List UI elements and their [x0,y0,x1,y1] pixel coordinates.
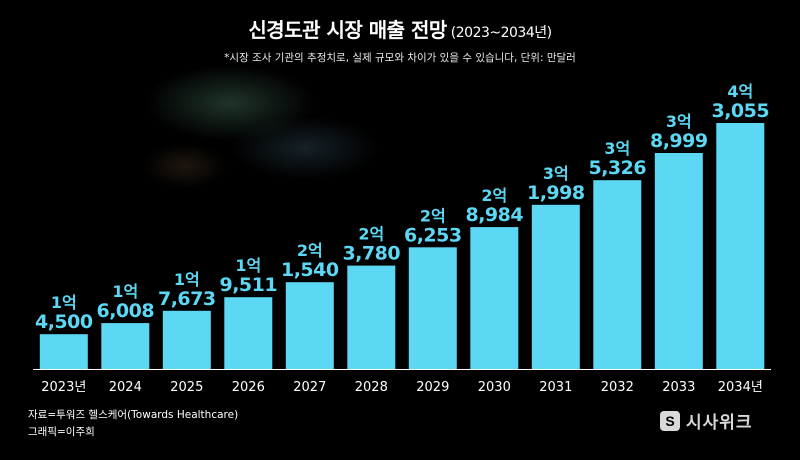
chart-note: *시장 조사 기관의 추정치로, 실제 규모와 차이가 있을 수 있습니다, 단… [224,52,576,64]
value-label-bottom-4: 1,540 [281,259,339,281]
source-block: 자료=투워즈 헬스케어(Towards Healthcare) 그래픽=이주희 [28,407,238,441]
value-label-bottom-9: 5,326 [588,157,646,179]
value-label-top-9: 3억 [604,139,630,158]
value-label-bottom-11: 3,055 [711,100,769,122]
title-text: 신경도관 시장 매출 전망 [248,18,447,42]
logo-icon: S [660,410,680,431]
bar-7 [470,227,519,369]
value-label-top-0: 1억 [51,293,77,312]
bar-8 [531,204,580,369]
value-label-bottom-5: 3,780 [342,243,400,265]
value-label-bottom-0: 4,500 [35,311,93,333]
x-tick-3: 2026 [232,380,265,395]
value-label-top-7: 2억 [481,186,507,205]
chart-title: 신경도관 시장 매출 전망 (2023~2034년) [0,14,800,43]
x-tick-11: 2034년 [718,380,763,395]
x-tick-2: 2025 [170,380,203,395]
credit-text: 그래픽=이주희 [28,426,95,438]
x-tick-7: 2030 [478,380,511,395]
value-label-bottom-6: 6,253 [404,224,462,246]
value-label-bottom-1: 6,008 [96,300,154,322]
value-label-top-1: 1억 [112,282,138,301]
value-label-bottom-3: 9,511 [219,274,277,296]
value-label-top-6: 2억 [420,206,446,225]
x-tick-1: 2024 [109,380,142,395]
bar-10 [654,153,703,369]
bar-0 [39,334,88,369]
title-period: (2023~2034년) [450,25,552,41]
bar-3 [224,297,273,369]
source-text: 자료=투워즈 헬스케어(Towards Healthcare) [28,409,239,421]
bar-5 [347,265,396,369]
bar-11 [716,123,765,369]
value-label-top-4: 2억 [297,241,323,260]
value-label-top-8: 3억 [543,164,569,183]
x-tick-5: 2028 [355,380,388,395]
value-label-top-11: 4억 [727,82,753,101]
logo-text: 시사위크 [686,413,753,433]
bar-4 [285,282,334,369]
x-tick-6: 2029 [416,380,449,395]
value-labels-group: 1억4,5001억6,0081억7,6731억9,5112억1,5402억3,7… [35,82,770,333]
bar-9 [593,180,642,369]
value-label-bottom-8: 1,998 [527,182,585,204]
x-tick-4: 2027 [293,380,326,395]
bar-6 [408,247,457,369]
bar-2 [162,310,211,369]
value-label-bottom-2: 7,673 [158,288,216,310]
x-tick-8: 2031 [539,380,572,395]
publisher-logo: S 시사위크 [660,408,753,433]
value-label-bottom-7: 8,984 [465,204,523,226]
x-tick-labels-group: 2023년 2024 2025 2026 2027 2028 2029 2030 2031 203… [41,380,763,395]
x-tick-10: 2033 [662,380,695,395]
bars-group [39,123,765,369]
value-label-top-5: 2억 [358,225,384,244]
value-label-top-10: 3억 [666,112,692,131]
bar-1 [101,323,150,369]
value-label-top-2: 1억 [174,270,200,289]
value-label-top-3: 1억 [235,256,261,275]
x-tick-9: 2032 [601,380,634,395]
x-tick-0: 2023년 [41,380,86,395]
value-label-bottom-10: 8,999 [650,130,708,152]
